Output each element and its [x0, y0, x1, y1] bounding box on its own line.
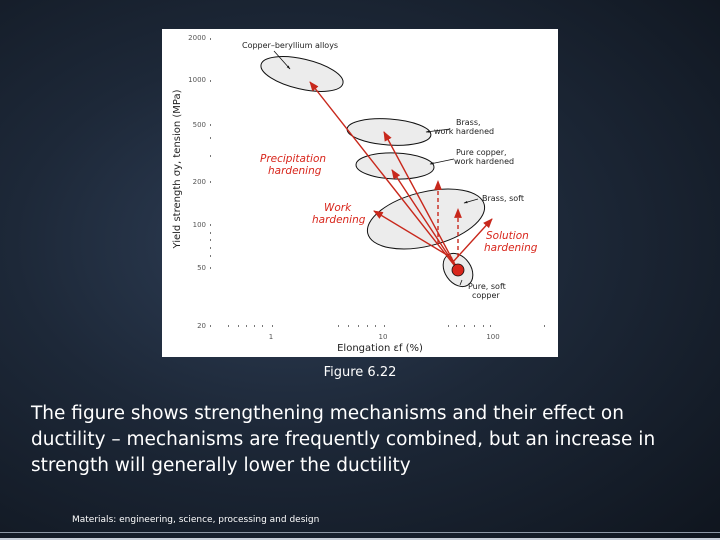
label-copper-beryllium: Copper–beryllium alloys	[242, 41, 338, 50]
label-precipitation-2: hardening	[268, 165, 322, 177]
arrow-work-hardening-brass	[383, 131, 459, 271]
label-work-1: Work	[324, 202, 352, 214]
soft-copper-dot	[451, 263, 465, 277]
arrow-work-hardening	[391, 169, 459, 271]
pointer-brass-soft	[463, 198, 479, 204]
label-precipitation-1: Precipitation	[260, 153, 326, 165]
x-axis-ticks	[228, 325, 545, 327]
body-text: The figure shows strengthening mechanism…	[31, 403, 656, 476]
y-tick-100: 100	[193, 221, 206, 229]
y-tick-2000: 2000	[188, 34, 206, 42]
figure-panel: 2000 1000 500 200 100 50 20	[162, 29, 558, 357]
x-tick-10: 10	[379, 333, 388, 341]
pointer-cube	[273, 50, 291, 70]
label-brass-hard-1: Brass,	[456, 118, 481, 127]
x-tick-100: 100	[486, 333, 499, 341]
arrow-solution	[451, 218, 493, 264]
y-tick-500: 500	[193, 121, 206, 129]
footer-text: Materials: engineering, science, process…	[72, 515, 320, 525]
pointer-cu-soft	[459, 279, 463, 286]
y-tick-50: 50	[197, 264, 206, 272]
label-solution-1: Solution	[486, 230, 529, 242]
y-axis-title: Yield strength σy, tension (MPa)	[172, 89, 183, 249]
y-axis-ticks	[210, 38, 211, 327]
pointer-cu-hard	[429, 158, 455, 165]
pointer-brass-hard	[425, 128, 451, 133]
y-tick-200: 200	[193, 178, 206, 186]
y-tick-1000: 1000	[188, 76, 206, 84]
arrow-work-hardening-2	[373, 210, 453, 259]
label-work-2: hardening	[312, 214, 366, 226]
figure-caption: Figure 6.22	[323, 365, 397, 380]
region-brass-soft	[366, 188, 486, 250]
x-axis-title: Elongation εf (%)	[337, 343, 423, 354]
label-cu-soft-1: Pure, soft	[468, 282, 506, 291]
label-cu-hard-2: work hardened	[454, 157, 514, 166]
region-copper-beryllium	[260, 56, 344, 92]
arrow-precipitation	[309, 81, 459, 271]
label-brass-hard-2: work hardened	[434, 127, 494, 136]
label-solution-2: hardening	[484, 242, 538, 254]
region-brass-work-hardened	[346, 118, 432, 146]
strengthening-chart: 2000 1000 500 200 100 50 20	[172, 34, 545, 354]
y-tick-20: 20	[197, 322, 206, 330]
bottom-border	[0, 532, 720, 540]
label-brass-soft: Brass, soft	[482, 194, 524, 203]
x-tick-1: 1	[269, 333, 273, 341]
label-cu-soft-2: copper	[472, 291, 500, 300]
label-cu-hard-1: Pure copper,	[456, 148, 507, 157]
